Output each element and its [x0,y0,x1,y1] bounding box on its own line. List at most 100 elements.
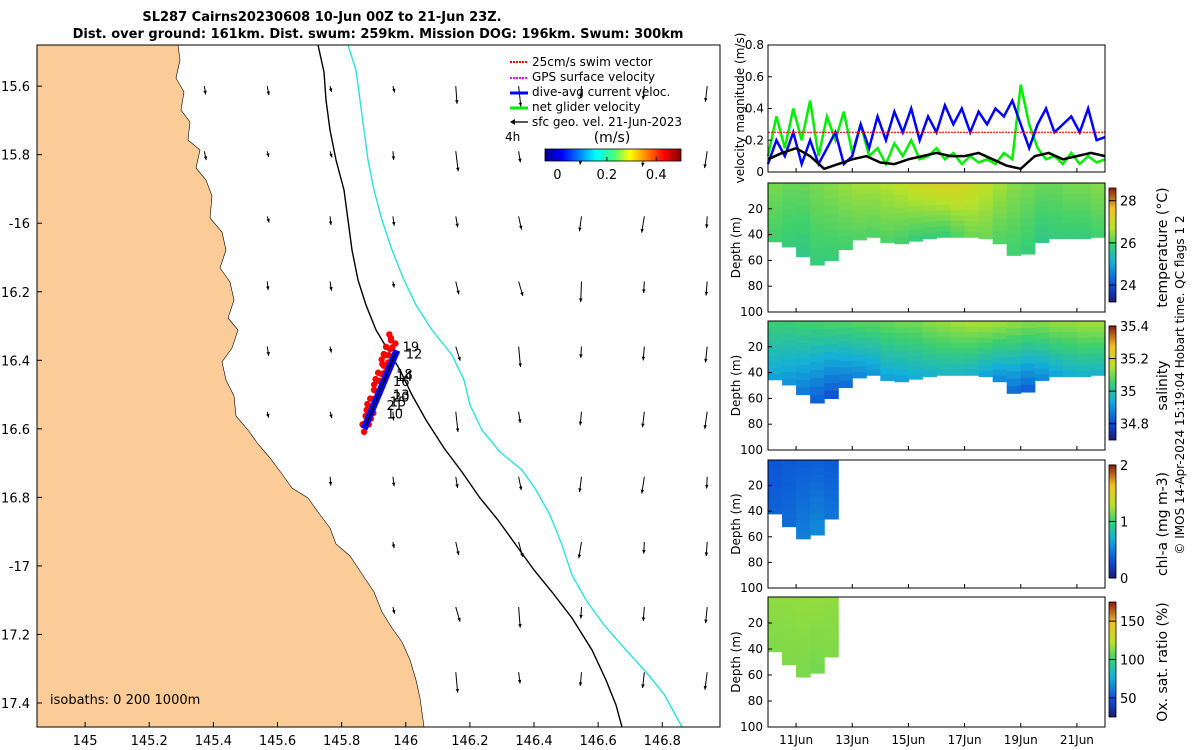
map-ytick-label: 15.8 [1,149,30,164]
temperature-cell [866,204,881,211]
temperature-cell [950,193,966,200]
geo-arrowhead [705,484,709,489]
salinity-ytick-label: 100 [740,443,763,457]
temperature-cell [1062,199,1078,206]
salinity-colorbar-tick-label: 35 [1120,385,1137,400]
salinity-cell [950,337,966,344]
salinity-cell [950,342,966,349]
salinity-cell [978,321,994,328]
salinity-cell [936,369,952,376]
salinity-cell [992,375,1008,383]
salinity-cell [796,321,811,329]
salinity-cell [1048,321,1064,328]
chla-cell [796,460,811,469]
temperature-cell [866,188,881,195]
temperature-cell [1062,227,1078,234]
temperature-cell [1020,183,1036,191]
temperature-cell [950,204,966,211]
credit-text: © IMOS 14-Apr-2024 15:19:04 Hobart time.… [1173,215,1187,554]
geo-arrowhead [391,544,396,549]
chla-cell [782,513,797,521]
salinity-cell [852,360,867,368]
temperature-cell [852,194,867,201]
salinity-cell [796,372,811,381]
oxygen-cell [810,642,825,651]
salinity-cell [782,333,797,341]
temperature-colorbar-tick-label: 28 [1120,195,1137,210]
temperature-cell [1020,197,1036,205]
track-day-label: 15 [390,396,407,411]
salinity-cell [936,364,952,371]
temperature-cell [782,183,797,190]
salinity-cell [838,321,853,329]
temperature-cell [880,194,895,202]
temperature-cell [936,204,952,211]
geo-arrowhead [392,88,396,93]
salinity-cell [1062,343,1078,350]
temperature-cell [1062,216,1078,223]
map-xtick-label: 145.6 [259,734,296,749]
salinity-cell [1076,332,1092,339]
salinity-cell [950,348,966,355]
oxygen-colorbar-tick-label: 150 [1120,615,1145,630]
geo-arrowhead [456,551,460,556]
temperature-cell [866,193,881,200]
track-day-label: 14 [396,370,413,385]
chla-cell [768,492,783,499]
temperature-cell [768,194,783,202]
salinity-cell [1020,377,1036,386]
oxygen-cell [796,597,811,606]
salinity-cell [824,344,839,353]
legend-4h: 4h [505,130,520,144]
temperature-cell [1006,233,1022,242]
salinity-cell [922,359,938,366]
oxygen-cell [782,644,797,652]
salinity-cell [866,342,881,349]
temperature-cell [782,234,797,242]
oxygen-cell [810,635,825,644]
temperature-cell [796,219,811,228]
temperature-cell [1006,226,1022,235]
geo-arrowhead [705,224,709,229]
salinity-cell [1020,342,1036,350]
salinity-cell [810,337,825,347]
temperature-cell [838,216,853,224]
geo-arrowhead [203,90,207,95]
salinity-ytick-label: 40 [748,366,763,380]
temperature-cell [950,199,966,206]
geo-arrowhead [203,156,208,161]
salinity-cell [1020,328,1036,336]
map-xtick-label: 146.6 [580,734,617,749]
salinity-colorbar-label: salinity [1155,360,1171,410]
salinity-cell [852,372,867,379]
salinity-cell [1090,369,1106,376]
chla-cell [824,489,839,496]
salinity-cell [796,357,811,366]
temperature-cell [1090,220,1106,227]
map-ytick-label: 16.8 [1,491,30,506]
geo-arrowhead [641,617,646,622]
salinity-colorbar-tick-label: 35.4 [1120,320,1149,335]
salinity-cell [1048,365,1064,372]
salinity-cell [1020,356,1036,365]
salinity-cell [838,327,853,335]
salinity-cell [964,337,980,344]
temperature-cell [894,213,910,220]
salinity-cell [894,321,910,328]
salinity-cell [838,360,853,369]
salinity-cell [796,350,811,359]
salinity-cell [978,370,994,378]
temperature-cell [964,188,980,195]
geo-arrowhead [703,164,707,169]
salinity-cell [978,343,994,350]
temperature-cell [866,199,881,206]
temperature-cell [768,200,783,208]
salinity-cell [768,367,783,375]
salinity-cell [852,366,867,373]
salinity-cell [824,321,839,330]
swim-vector-point [370,381,378,388]
geo-arrowhead [641,356,646,361]
temperature-cell [1062,221,1078,228]
salinity-cell [1090,358,1106,365]
temperature-cell [1076,188,1092,195]
